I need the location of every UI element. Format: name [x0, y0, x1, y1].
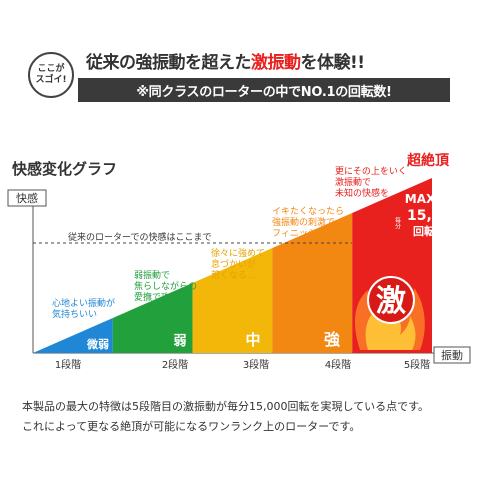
intensity-label-1: 微弱	[86, 337, 109, 351]
headline-accent: 激振動	[251, 53, 301, 73]
description-1-line-1: 心地よい振動が	[52, 297, 115, 309]
area-segment-1	[33, 318, 113, 353]
footer-line-2: これによって更なる絶頂が可能になるワンランク上のローターです。	[22, 420, 361, 433]
description-3-line-1: 徐々に強めて	[211, 247, 265, 259]
koko-ga-sugoi-badge: ここが スゴイ!	[28, 52, 74, 98]
description-2-line-3: 愛撫で攻撃	[134, 291, 179, 303]
description-2-line-2: 焦らしながらの	[134, 280, 197, 292]
description-4-line-1: イキたくなったら	[272, 206, 344, 217]
headline-post: を体験!!	[300, 53, 366, 73]
y-axis-label-box	[7, 189, 47, 207]
reference-line-label: 従来のローターでの快感はここまで	[68, 231, 211, 243]
footer-line-1: 本製品の最大の特徴は5段階目の激振動が毎分15,000回転を実現している点です。	[22, 400, 430, 413]
y-axis-label: 快感	[16, 192, 38, 205]
description-3: 徐々に強めて息づかいが荒くなる…	[211, 247, 265, 281]
description-3-line-2: 息づかいが	[211, 258, 256, 270]
badge-line-2: スゴイ!	[35, 75, 67, 85]
intensity-circle-5	[367, 276, 415, 324]
intensity-label-4: 強	[324, 330, 340, 349]
max-per-minute: 毎分	[394, 216, 401, 230]
description-2-line-1: 弱振動で	[134, 269, 170, 281]
category-label-3: 3段階	[243, 358, 269, 371]
description-5-line-3: 未知の快感を	[335, 187, 389, 199]
headline: 従来の強振動を超えた激振動を体験!!	[86, 48, 365, 73]
category-label-5: 5段階	[404, 358, 430, 371]
category-label-2: 2段階	[162, 358, 188, 371]
description-5-line-2: 激振動で	[335, 176, 371, 188]
area-segment-4	[272, 213, 353, 353]
intensity-label-5: 激	[376, 284, 406, 319]
area-segment-3	[192, 248, 273, 353]
area-segment-2	[112, 283, 193, 353]
x-axis-label-box	[433, 346, 471, 364]
intensity-label-3: 中	[245, 331, 260, 349]
description-3-line-3: 荒くなる…	[211, 270, 256, 281]
subheadline: ※同クラスのローターの中でNO.1の回転数!	[136, 84, 392, 100]
description-4: イキたくなったら強振動の刺激でフィニッシュ!?	[272, 206, 344, 239]
category-label-1: 1段階	[55, 358, 81, 371]
subheadline-bar: ※同クラスのローターの中でNO.1の回転数!	[78, 78, 450, 102]
headline-pre: 従来の強振動を超えた	[86, 53, 252, 73]
description-1: 心地よい振動が気持ちいい	[52, 297, 115, 320]
description-2: 弱振動で焦らしながらの愛撫で攻撃	[134, 269, 197, 303]
max-label: MAX	[405, 192, 436, 206]
intensity-label-2: 弱	[173, 333, 186, 349]
description-4-line-3: フィニッシュ!?	[272, 229, 334, 239]
description-4-line-2: 強振動の刺激で	[272, 216, 335, 228]
description-5: 更にその上をいく激振動で未知の快感を	[335, 166, 407, 199]
description-1-line-2: 気持ちいい	[52, 308, 97, 320]
x-axis-label: 振動	[441, 348, 463, 362]
category-label-4: 4段階	[325, 358, 351, 371]
peak-label: 超絶頂	[406, 152, 450, 169]
description-5-line-1: 更にその上をいく	[335, 166, 407, 177]
max-value: 15,000	[407, 208, 461, 224]
footer-text: 本製品の最大の特徴は5段階目の激振動が毎分15,000回転を実現している点です。…	[22, 397, 462, 437]
chart-title: 快感変化グラフ	[12, 160, 118, 178]
badge-line-1: ここが	[37, 64, 65, 74]
max-unit: 回転	[413, 224, 435, 238]
